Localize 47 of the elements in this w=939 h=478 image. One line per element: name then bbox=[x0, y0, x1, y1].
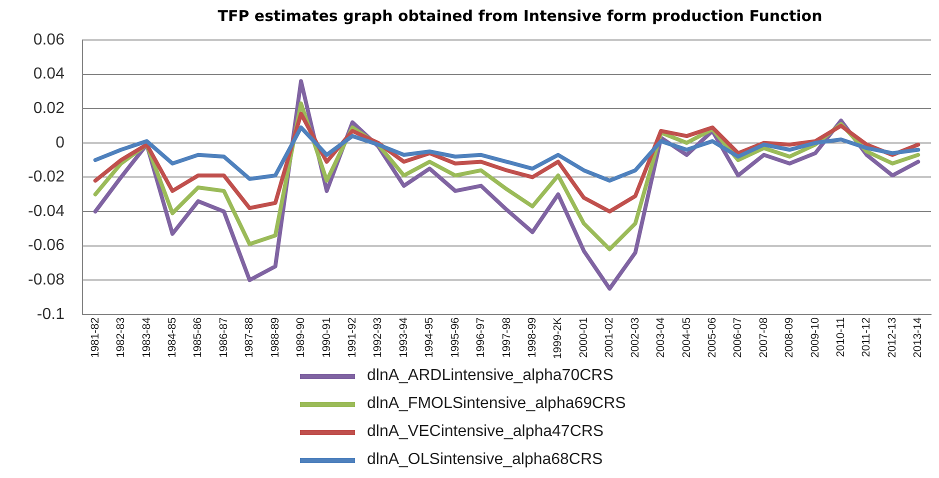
x-tick-label: 1988-89 bbox=[269, 317, 282, 358]
legend-label: dlnA_VECintensive_alpha47CRS bbox=[367, 423, 604, 441]
x-tick-label: 2003-04 bbox=[655, 317, 668, 358]
y-tick-label: 0.06 bbox=[33, 31, 65, 48]
x-tick-label: 1996-97 bbox=[475, 317, 488, 358]
y-tick-label: -0.04 bbox=[28, 202, 65, 220]
x-tick-label: 1992-93 bbox=[372, 317, 384, 358]
chart-title: TFP estimates graph obtained from Intensive form production Function bbox=[216, 6, 824, 26]
x-tick-label: 2002-03 bbox=[629, 317, 642, 358]
legend-label: dlnA_ARDLintensive_alpha70CRS bbox=[367, 367, 614, 385]
x-tick-label: 2006-07 bbox=[732, 317, 744, 358]
x-tick-label: 2000-01 bbox=[578, 317, 590, 358]
y-tick-label: 0 bbox=[56, 134, 65, 152]
x-tick-label: 2008-09 bbox=[784, 317, 796, 358]
x-tick-label: 2004-05 bbox=[680, 317, 693, 358]
x-tick-label: 1986-87 bbox=[218, 317, 230, 358]
x-tick-label: 1998-99 bbox=[526, 317, 538, 358]
y-tick-label: 0.04 bbox=[33, 66, 65, 83]
x-tick-label: 2013-14 bbox=[912, 317, 924, 358]
x-tick-label: 1993-94 bbox=[398, 317, 410, 358]
legend-label: dlnA_OLSintensive_alpha68CRS bbox=[367, 451, 603, 469]
x-tick-label: 1991-92 bbox=[346, 317, 358, 358]
x-tick-label: 2007-08 bbox=[758, 317, 770, 358]
x-tick-label: 1983-84 bbox=[140, 317, 153, 358]
x-tick-label: 2012-13 bbox=[886, 317, 898, 358]
y-tick-label: -0.02 bbox=[28, 168, 65, 186]
x-tick-label: 1990-91 bbox=[320, 317, 333, 358]
x-tick-label: 1987-88 bbox=[244, 317, 256, 358]
y-tick-label: -0.1 bbox=[36, 306, 65, 323]
x-tick-label: 2011-12 bbox=[860, 317, 873, 357]
x-tick-label: 1999-2K bbox=[552, 316, 564, 360]
x-tick-label: 1984-85 bbox=[166, 317, 178, 358]
y-tick-label: -0.08 bbox=[28, 272, 65, 289]
x-tick-label: 1982-83 bbox=[115, 317, 128, 358]
y-tick-label: 0.02 bbox=[33, 100, 65, 118]
x-tick-label: 2005-06 bbox=[706, 317, 718, 358]
x-tick-label: 2001-02 bbox=[604, 317, 616, 358]
y-tick-label: -0.06 bbox=[28, 237, 65, 254]
x-tick-label: 1985-86 bbox=[192, 317, 204, 358]
x-tick-label: 2009-10 bbox=[809, 317, 822, 358]
x-tick-label: 1997-98 bbox=[500, 317, 513, 358]
x-tick-label: 1995-96 bbox=[449, 317, 462, 358]
x-tick-label: 1994-95 bbox=[424, 317, 436, 358]
x-tick-label: 2010-11 bbox=[835, 317, 848, 357]
x-tick-label: 1989-90 bbox=[295, 317, 308, 358]
legend-label: dlnA_FMOLSintensive_alpha69CRS bbox=[367, 395, 626, 413]
x-tick-label: 1981-82 bbox=[89, 317, 102, 358]
